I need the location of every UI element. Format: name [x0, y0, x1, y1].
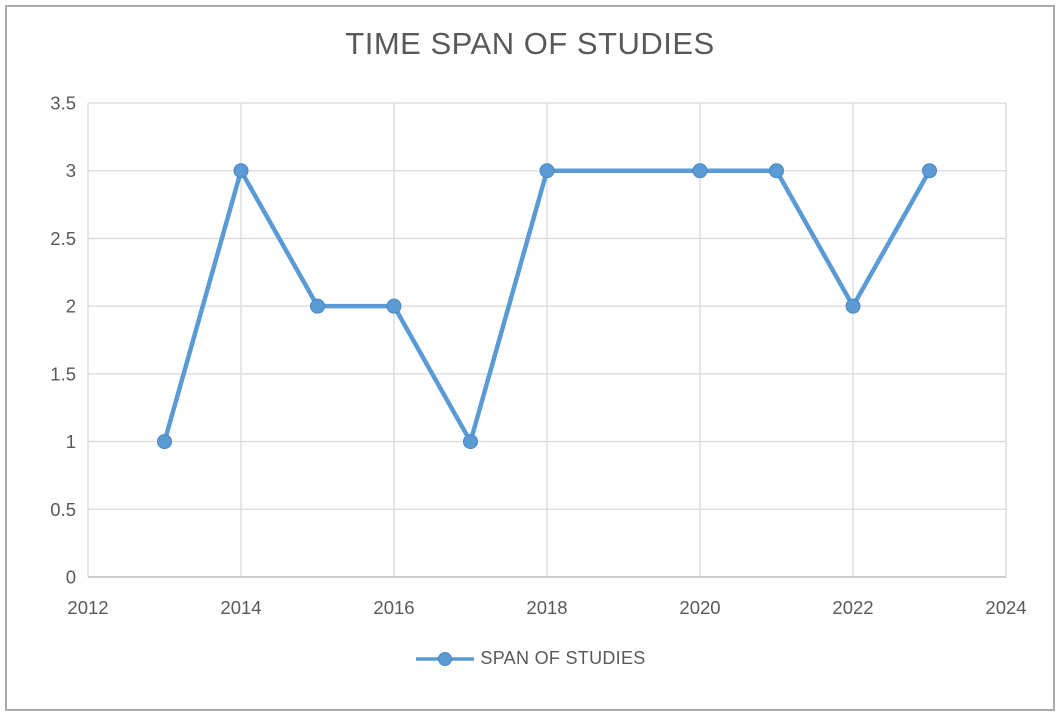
chart-frame: [5, 5, 1055, 711]
data-point-2014: [233, 163, 249, 179]
data-point-2015: [310, 298, 325, 314]
y-tick-label: 0.5: [50, 499, 76, 520]
y-tick-label: 2.5: [50, 228, 76, 249]
x-tick-label: 2016: [373, 597, 414, 618]
y-tick-label: 1: [66, 431, 76, 452]
y-tick-label: 2: [66, 296, 76, 317]
legend-label: SPAN OF STUDIES: [480, 648, 646, 668]
series-line: [162, 168, 932, 444]
legend-line-marker-icon: [416, 651, 475, 666]
data-point-2023: [922, 163, 937, 179]
data-point-2020: [692, 163, 708, 179]
x-tick-label: 2024: [985, 597, 1026, 618]
x-tick-label: 2022: [832, 597, 873, 618]
y-tick-label: 3: [66, 160, 76, 181]
data-point-2013: [157, 434, 172, 450]
data-point-2016: [386, 298, 402, 314]
data-point-2018: [539, 163, 555, 179]
x-tick-label: 2014: [220, 597, 261, 618]
chart-title: TIME SPAN OF STUDIES: [345, 26, 715, 61]
y-tick-label: 3.5: [50, 93, 76, 114]
legend: SPAN OF STUDIES: [0, 648, 1060, 669]
data-point-2021: [769, 163, 784, 179]
data-point-2017: [463, 434, 478, 450]
x-tick-label: 2012: [67, 597, 108, 618]
x-tick-label: 2018: [526, 597, 567, 618]
data-point-2022: [845, 298, 861, 314]
x-tick-label: 2020: [679, 597, 720, 618]
axis-tick-labels: 0 0.5 1 1.5 2 2.5 3 3.5 2012 2014 2016 2018 2020 2022…: [50, 93, 1026, 619]
y-tick-label: 1.5: [50, 363, 76, 384]
y-tick-label: 0: [66, 567, 76, 588]
